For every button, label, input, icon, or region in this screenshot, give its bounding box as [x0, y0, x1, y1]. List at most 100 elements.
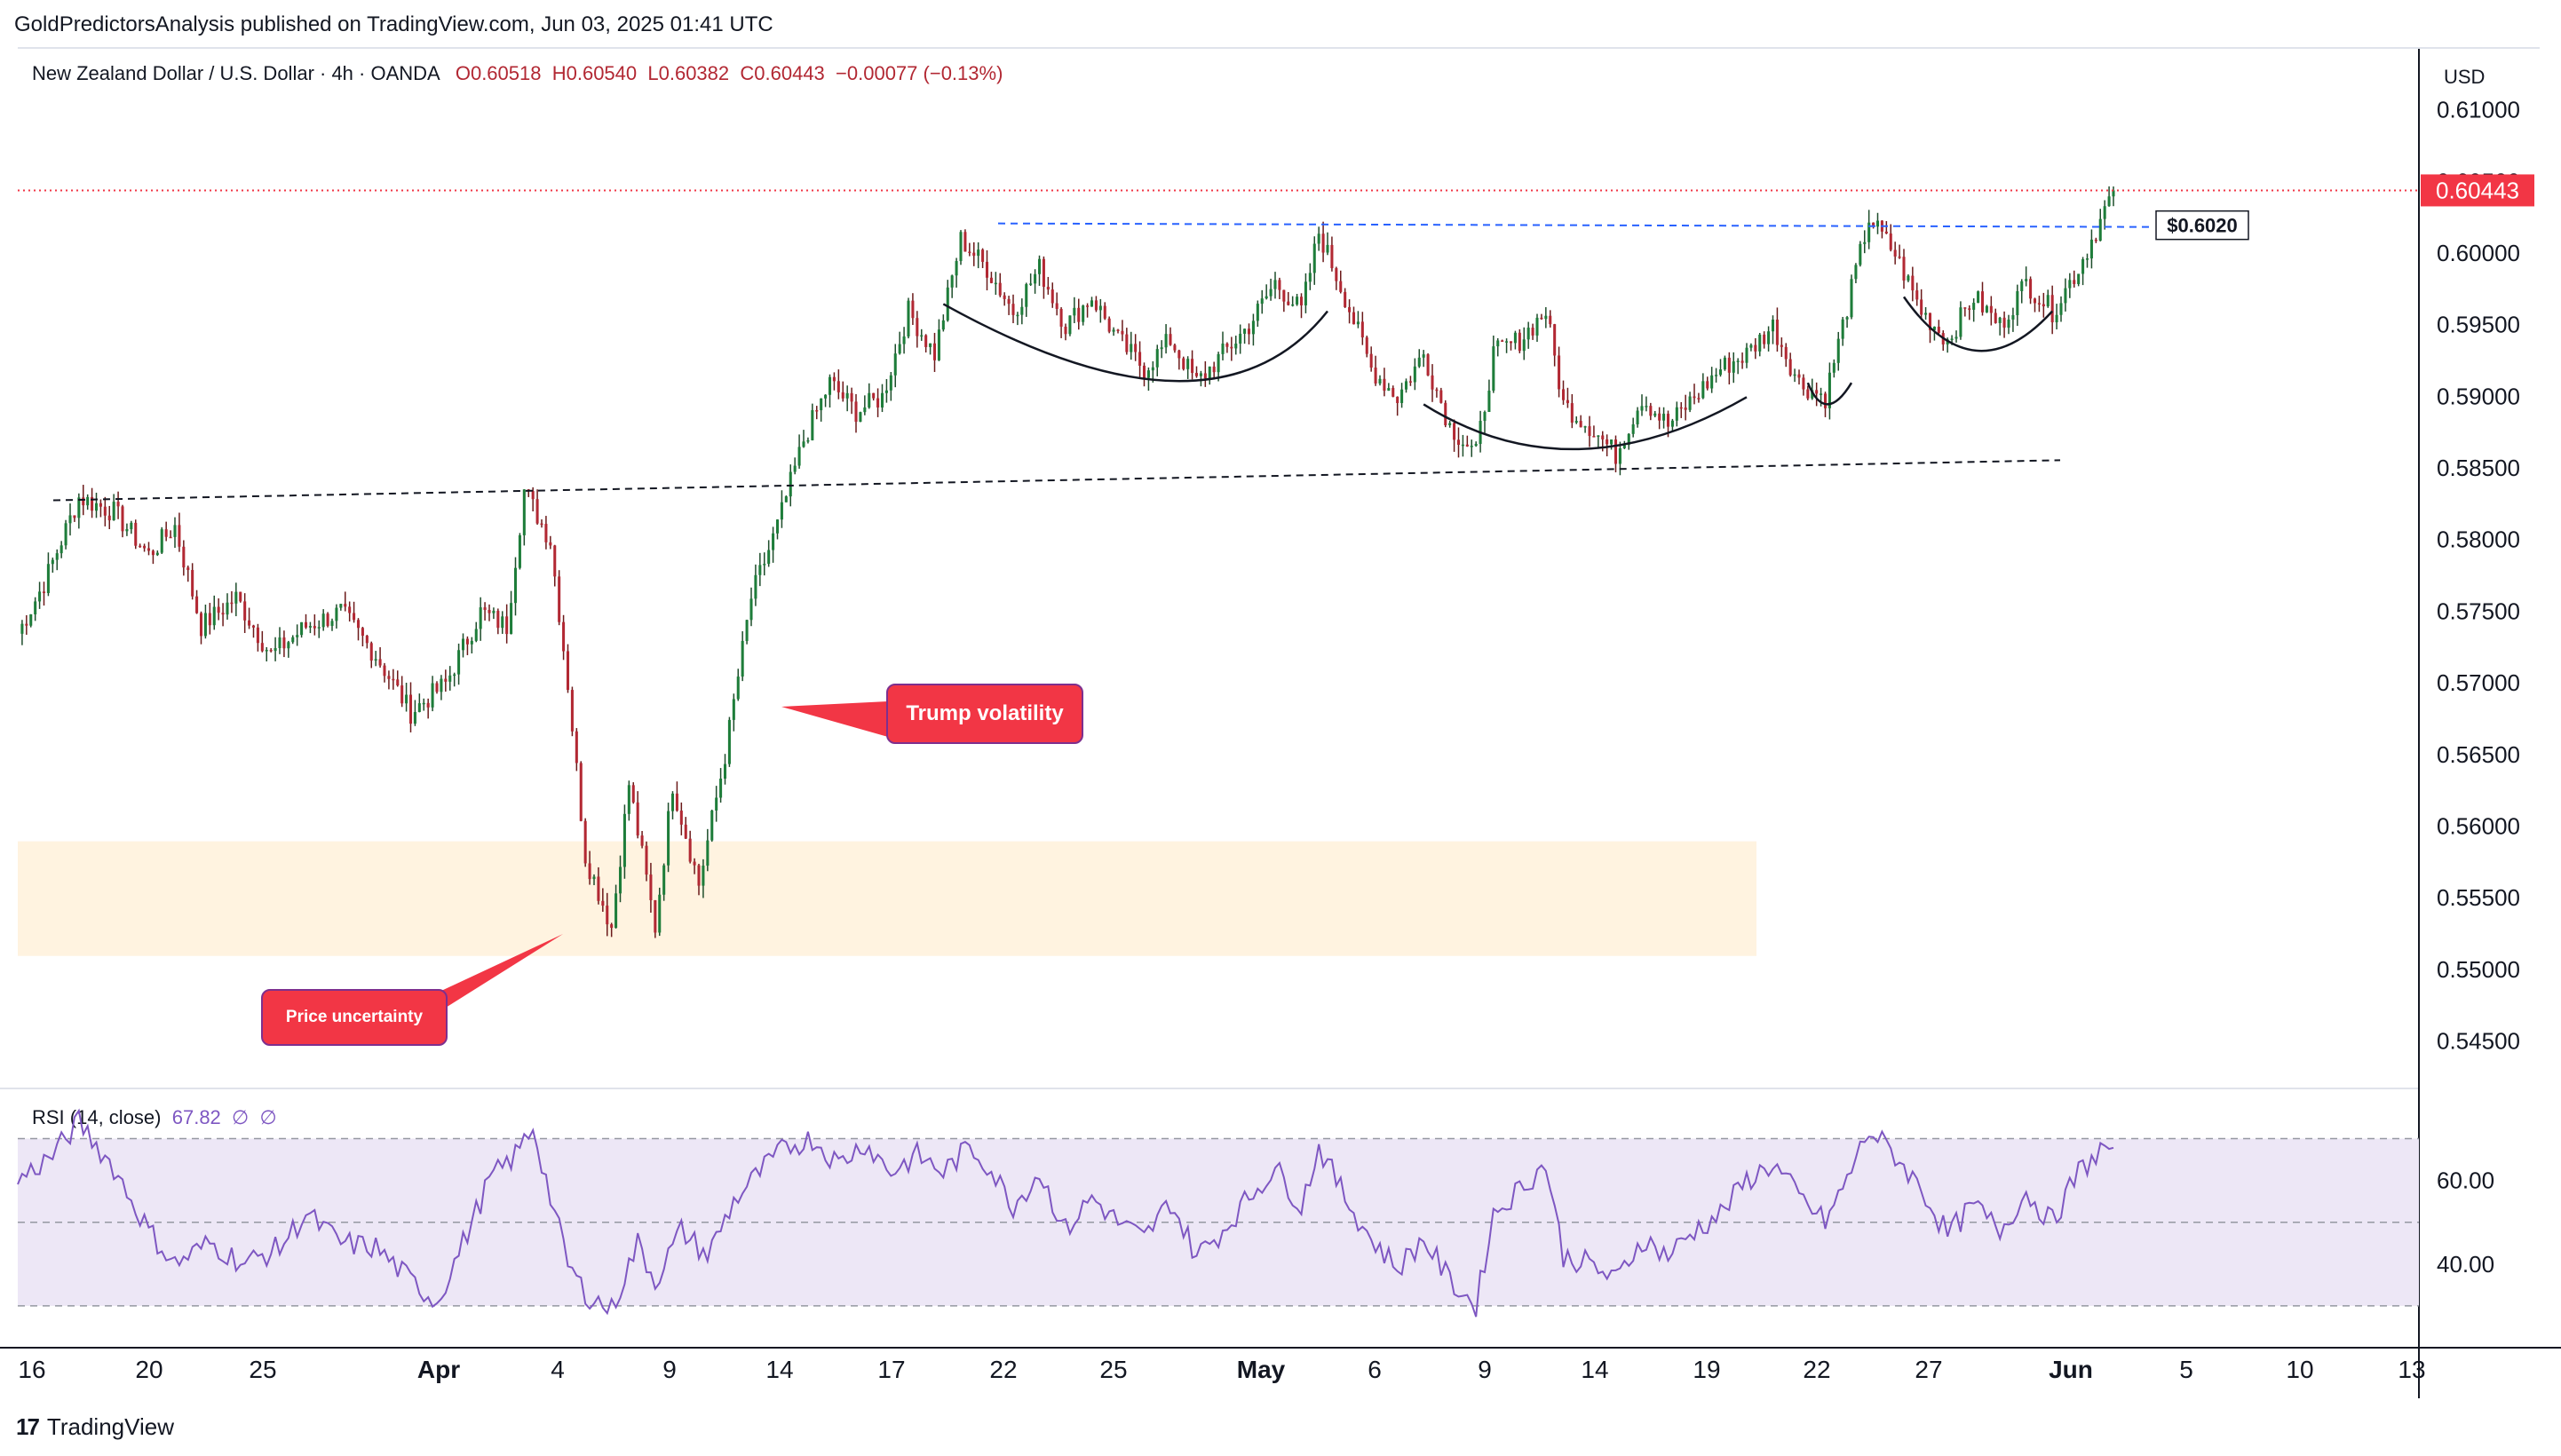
candle-body	[1610, 439, 1614, 445]
price-tick-label: 0.58000	[2437, 526, 2520, 553]
candle-body	[1422, 354, 1425, 358]
time-tick-label: 4	[551, 1356, 565, 1383]
candle-body	[1251, 320, 1255, 335]
candle-body	[1344, 291, 1347, 307]
candle-body	[130, 522, 133, 530]
candle-body	[378, 659, 382, 666]
annotation-price-uncertainty[interactable]: Price uncertainty	[261, 989, 448, 1046]
candle-body	[234, 591, 238, 604]
candle-body	[221, 613, 225, 615]
candle-body	[1784, 346, 1788, 360]
candle-body	[99, 502, 102, 507]
candle-body	[754, 574, 757, 599]
candle-body	[2046, 295, 2050, 307]
candle-body	[1549, 315, 1552, 325]
candle-body	[20, 623, 24, 634]
candle-body	[2025, 279, 2028, 281]
time-tick-label: 13	[2398, 1356, 2425, 1383]
candle-body	[1597, 435, 1600, 437]
candle-body	[269, 650, 273, 652]
candle-body	[321, 613, 325, 628]
candle-body	[789, 471, 792, 497]
time-tick-label: 19	[1693, 1356, 1720, 1383]
candle-body	[1740, 360, 1744, 363]
candle-body	[1077, 307, 1081, 322]
price-tick-label: 0.59000	[2437, 383, 2520, 409]
candle-body	[1321, 233, 1325, 253]
publisher-header: GoldPredictorsAnalysis published on Trad…	[14, 12, 773, 36]
candle-body	[1107, 318, 1111, 332]
candle-body	[1820, 393, 1823, 395]
candle-body	[989, 277, 993, 283]
time-tick-label: 9	[1478, 1356, 1492, 1383]
candle-body	[1387, 388, 1391, 392]
candle-body	[1640, 406, 1644, 411]
candle-body	[636, 802, 639, 836]
candle-body	[492, 610, 496, 613]
candle-body	[513, 567, 518, 604]
candle-body	[1653, 413, 1657, 416]
candle-body	[1326, 244, 1329, 253]
candle-body	[1011, 304, 1015, 315]
candle-body	[1907, 275, 1910, 281]
candle-body	[260, 643, 264, 652]
candle-body	[1312, 243, 1316, 273]
candle-body	[1182, 358, 1185, 369]
candle-body	[1291, 304, 1295, 306]
candle-body	[1330, 244, 1334, 269]
candle-body	[1217, 353, 1220, 373]
candle-body	[985, 261, 989, 278]
candle-body	[880, 392, 884, 408]
candle-body	[793, 465, 797, 472]
candle-body	[435, 683, 439, 692]
candle-body	[77, 497, 81, 518]
candle-body	[1884, 231, 1888, 234]
candle-body	[1558, 355, 1561, 390]
time-tick-label: 16	[18, 1356, 45, 1383]
candle-body	[1684, 408, 1687, 410]
candle-body	[308, 626, 312, 628]
annotation-trump-volatility[interactable]: Trump volatility	[886, 684, 1083, 744]
time-tick-label: 9	[662, 1356, 677, 1383]
candle-body	[182, 546, 186, 568]
price-tick-label: 0.61000	[2437, 97, 2520, 123]
candle-body	[1937, 326, 1940, 334]
candle-body	[1374, 368, 1377, 384]
candle-body	[662, 865, 666, 895]
candle-body	[1173, 344, 1177, 351]
candle-body	[203, 613, 207, 637]
candle-body	[1811, 390, 1814, 399]
candle-body	[353, 613, 356, 621]
candle-body	[667, 811, 670, 866]
time-tick-label: 10	[2286, 1356, 2313, 1383]
candle-body	[1522, 339, 1526, 352]
candle-body	[618, 866, 622, 894]
time-tick-label: 14	[765, 1356, 793, 1383]
candle-body	[505, 616, 509, 635]
candle-body	[828, 376, 832, 395]
time-tick-label: 25	[1099, 1356, 1127, 1383]
candle-body	[2103, 206, 2106, 219]
candle-body	[1977, 291, 1980, 304]
candle-body	[876, 398, 880, 408]
candle-body	[1239, 333, 1242, 344]
candle-body	[1889, 233, 1892, 250]
price-tick-label: 0.57500	[2437, 597, 2520, 624]
candle-body	[1042, 258, 1045, 288]
candle-body	[841, 392, 844, 399]
candle-body	[230, 602, 234, 605]
change-value: −0.00077 (−0.13%)	[836, 62, 1003, 84]
candle-body	[679, 811, 683, 825]
candle-body	[1767, 331, 1771, 344]
currency-label[interactable]: USD	[2444, 66, 2486, 88]
candle-body	[898, 344, 901, 354]
candle-body	[815, 410, 819, 412]
candle-body	[1160, 347, 1163, 350]
candle-body	[1535, 317, 1539, 336]
candle-body	[610, 924, 614, 929]
candle-body	[968, 251, 971, 253]
tradingview-footer[interactable]: 17 TradingView	[16, 1413, 174, 1441]
candle-body	[1911, 275, 1915, 291]
candle-body	[313, 626, 316, 629]
